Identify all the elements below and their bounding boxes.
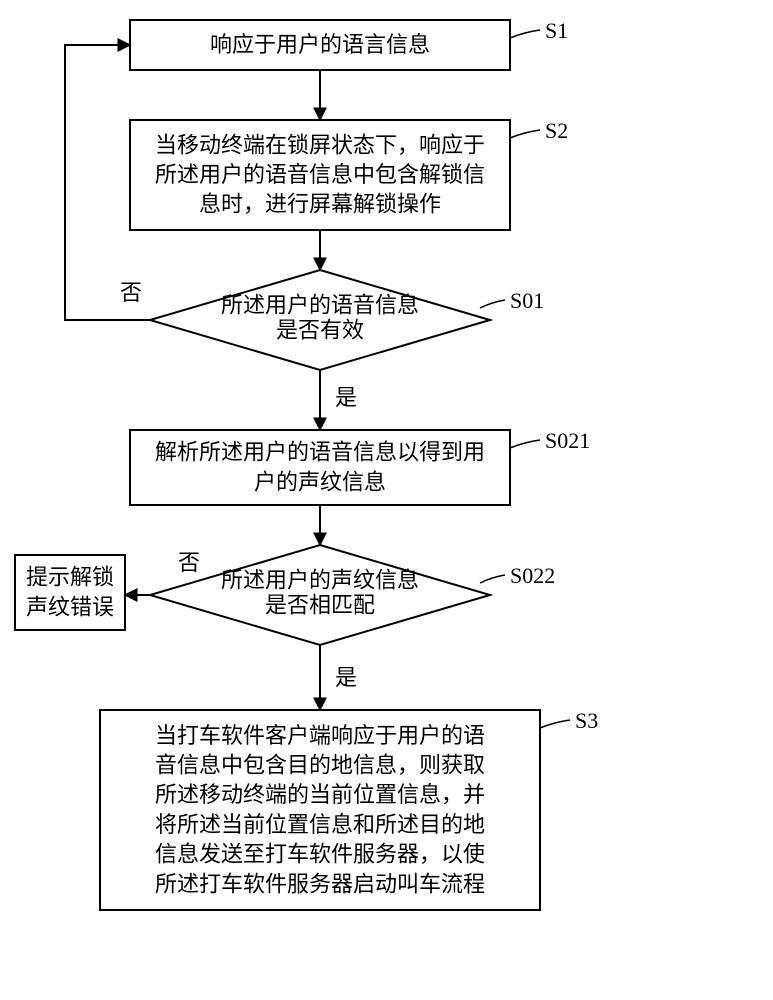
step-label: S022 — [510, 563, 555, 588]
step-label: S2 — [545, 118, 568, 143]
step-label: S01 — [510, 288, 544, 313]
node-s1: 响应于用户的语言信息 S1 — [130, 18, 568, 70]
node-text: 所述移动终端的当前位置信息，并 — [155, 782, 485, 807]
node-text: 响应于用户的语言信息 — [210, 32, 430, 57]
step-label: S3 — [575, 708, 598, 733]
node-text: 所述用户的声纹信息 — [221, 567, 419, 592]
node-text: 所述用户的语音信息 — [221, 292, 419, 317]
edge-label: 否 — [178, 550, 200, 575]
node-text: 所述打车软件服务器启动叫车流程 — [155, 871, 485, 896]
node-text: 当移动终端在锁屏状态下，响应于 — [155, 132, 485, 157]
node-s2: 当移动终端在锁屏状态下，响应于所述用户的语音信息中包含解锁信息时，进行屏幕解锁操… — [130, 118, 568, 230]
step-label: S1 — [545, 18, 568, 43]
edge-label: 否 — [120, 280, 142, 305]
node-text: 当打车软件客户端响应于用户的语 — [155, 723, 485, 748]
node-text: 解析所述用户的语音信息以得到用 — [155, 440, 485, 465]
node-text: 所述用户的语音信息中包含解锁信 — [155, 162, 485, 187]
node-text: 是否有效 — [276, 318, 364, 343]
node-text: 声纹错误 — [26, 594, 114, 619]
node-text: 息时，进行屏幕解锁操作 — [199, 192, 441, 217]
node-text: 提示解锁 — [26, 565, 114, 590]
node-text: 将所述当前位置信息和所述目的地 — [155, 812, 485, 837]
step-label: S021 — [545, 428, 590, 453]
edge-label: 是 — [335, 665, 357, 690]
node-text: 信息发送至打车软件服务器，以使 — [155, 842, 485, 867]
node-text: 户的声纹信息 — [254, 469, 386, 494]
edge-label: 是 — [335, 385, 357, 410]
node-text: 音信息中包含目的地信息，则获取 — [155, 752, 485, 777]
node-text: 是否相匹配 — [265, 593, 375, 618]
node-s3: 当打车软件客户端响应于用户的语音信息中包含目的地信息，则获取所述移动终端的当前位… — [100, 708, 598, 910]
node-err: 提示解锁声纹错误 — [15, 555, 125, 630]
